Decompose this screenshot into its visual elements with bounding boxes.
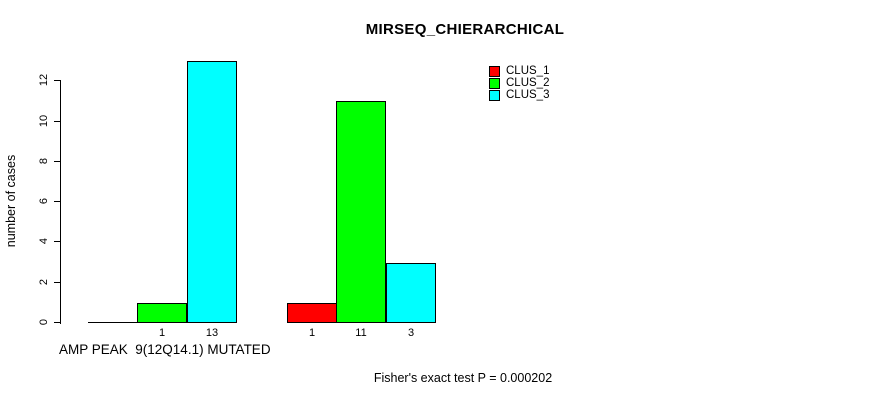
y-tick-mark xyxy=(54,121,60,122)
legend-label: CLUS_3 xyxy=(506,89,550,101)
bar-count-label: 1 xyxy=(158,327,166,339)
bar-clus_3-group2 xyxy=(386,263,436,323)
y-tick-label: 12 xyxy=(38,73,50,87)
y-tick-mark xyxy=(54,161,60,162)
y-tick-label: 10 xyxy=(38,114,50,128)
legend-item-clus_2: CLUS_2 xyxy=(489,77,549,89)
y-tick-label: 0 xyxy=(38,318,50,326)
bar-count-label: 3 xyxy=(407,327,415,339)
y-axis-line xyxy=(60,80,61,324)
y-tick-mark xyxy=(54,80,60,81)
y-tick-label: 8 xyxy=(38,157,50,165)
chart-title: MIRSEQ_CHIERARCHICAL xyxy=(365,21,565,38)
y-tick-label: 6 xyxy=(38,197,50,205)
y-tick-label: 4 xyxy=(38,237,50,245)
bar-count-label: 13 xyxy=(205,327,219,339)
y-tick-mark xyxy=(54,241,60,242)
legend-swatch-clus_1 xyxy=(489,65,500,77)
bar-clus_1-group2 xyxy=(287,303,337,323)
y-axis-label: number of cases xyxy=(4,154,18,248)
legend-swatch-clus_2 xyxy=(489,77,500,89)
y-tick-label: 2 xyxy=(38,278,50,286)
legend-label: CLUS_1 xyxy=(506,65,550,77)
legend: CLUS_1 CLUS_2 CLUS_3 xyxy=(489,65,549,101)
bar-count-label: 11 xyxy=(355,327,367,339)
bar-clus_1-group1 xyxy=(88,322,138,323)
bar-clus_2-group1 xyxy=(137,303,187,323)
y-tick-mark xyxy=(54,322,60,323)
legend-swatch-clus_3 xyxy=(489,89,500,101)
legend-item-clus_1: CLUS_1 xyxy=(489,65,549,77)
bar-count-label: 1 xyxy=(308,327,316,339)
y-tick-mark xyxy=(54,282,60,283)
bar-clus_3-group1 xyxy=(187,61,237,323)
legend-label: CLUS_2 xyxy=(506,77,550,89)
legend-item-clus_3: CLUS_3 xyxy=(489,89,549,101)
fisher-test-caption: Fisher's exact test P = 0.000202 xyxy=(373,371,553,385)
bar-clus_2-group2 xyxy=(336,101,386,323)
y-tick-mark xyxy=(54,201,60,202)
x-axis-label: AMP PEAK 9(12Q14.1) MUTATED xyxy=(59,342,271,357)
